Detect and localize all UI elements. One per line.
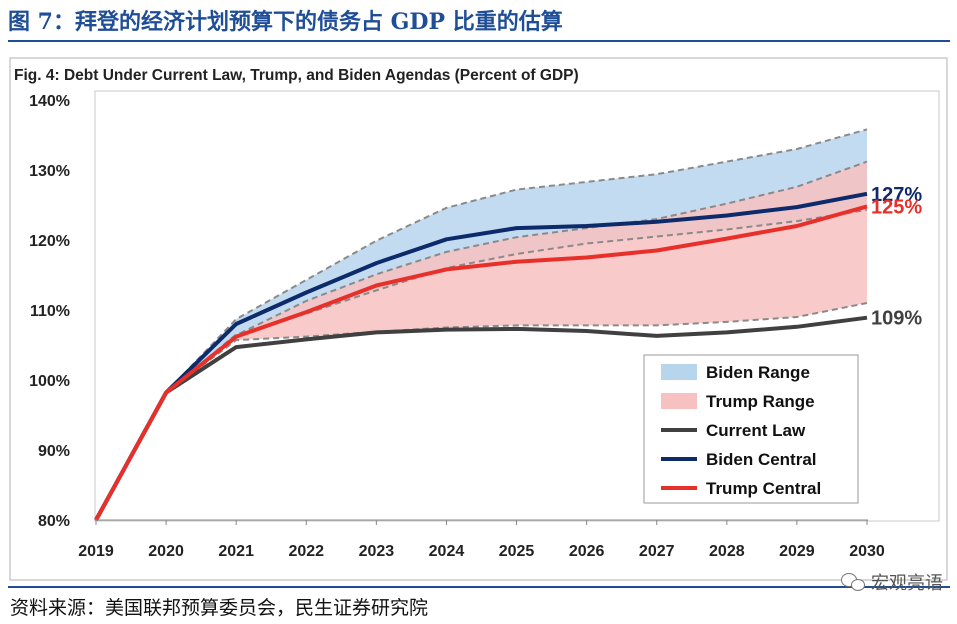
y-ticks: 80% 90% 100% 110% 120% 130% 140%	[29, 93, 70, 530]
end-label-current-law: 109%	[871, 308, 922, 330]
x-tick-label: 2025	[499, 543, 535, 560]
y-tick-label: 130%	[29, 163, 70, 180]
end-labels: 127%125% 109%	[871, 184, 922, 330]
y-tick-label: 120%	[29, 233, 70, 250]
watermark: 宏观亮语	[841, 569, 943, 595]
legend-label-current-law: Current Law	[706, 421, 806, 440]
source-note: 资料来源：美国联邦预算委员会，民生证券研究院	[10, 597, 429, 619]
legend-label-trump-range: Trump Range	[706, 392, 815, 411]
watermark-text: 宏观亮语	[871, 573, 943, 594]
legend-label-biden-central: Biden Central	[706, 450, 817, 469]
lines-layer	[94, 191, 868, 521]
figure-title: 图 7：拜登的经济计划预算下的债务占 GDP 比重的估算	[8, 9, 563, 35]
chart-title: Fig. 4: Debt Under Current Law, Trump, a…	[14, 67, 579, 84]
legend-label-biden-range: Biden Range	[706, 363, 810, 382]
x-tick-label: 2026	[569, 543, 605, 560]
y-tick-label: 90%	[38, 443, 70, 460]
y-tick-label: 80%	[38, 513, 70, 530]
legend: Biden Range Trump Range Current Law Biden C…	[643, 354, 859, 504]
debt-chart: Fig. 4: Debt Under Current Law, Trump, a…	[9, 57, 948, 581]
wechat-icon	[841, 573, 865, 591]
biden-range-high-edge	[95, 128, 868, 521]
legend-label-trump-central: Trump Central	[706, 479, 821, 498]
y-tick-label: 100%	[29, 373, 70, 390]
legend-swatch-trump-range	[661, 393, 697, 409]
end-label-biden-central: 127%	[871, 184, 922, 206]
x-tick-label: 2020	[148, 543, 184, 560]
y-tick-label: 140%	[29, 93, 70, 110]
x-tick-label: 2021	[218, 543, 254, 560]
x-tick-label: 2028	[709, 543, 745, 560]
trump-central-line	[94, 204, 868, 521]
x-tick-label: 2019	[78, 543, 114, 560]
x-tick-label: 2029	[779, 543, 815, 560]
x-tick-label: 2030	[849, 543, 885, 560]
x-tick-label: 2022	[288, 543, 324, 560]
top-divider	[8, 40, 950, 42]
trump-range-band	[96, 161, 867, 520]
y-tick-label: 110%	[30, 303, 70, 320]
trump-range-low-edge	[95, 302, 868, 521]
bottom-divider	[8, 586, 950, 588]
x-tick-label: 2027	[639, 543, 675, 560]
x-tick-label: 2023	[359, 543, 395, 560]
x-tick-label: 2024	[429, 543, 465, 560]
biden-central-line	[94, 191, 868, 521]
bands-layer	[96, 129, 867, 520]
legend-swatch-biden-range	[661, 364, 697, 380]
current-law-line	[94, 315, 868, 521]
x-ticks: 2019 2020 2021 2022 2023 2024 2025 2026 2027 2028…	[78, 520, 885, 560]
end-label-trump-central: 125%	[871, 196, 922, 218]
